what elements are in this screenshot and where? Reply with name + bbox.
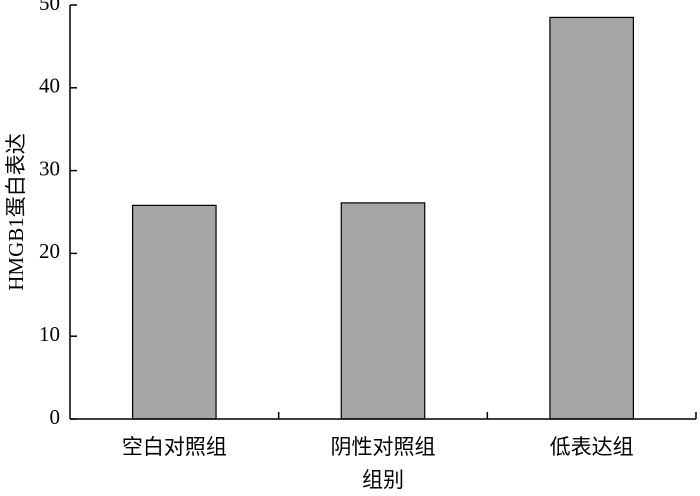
bar (132, 204, 217, 420)
y-tick-label: 10 (39, 322, 60, 346)
x-tick-label: 低表达组 (550, 435, 634, 459)
y-tick-label: 40 (39, 74, 60, 98)
x-axis-label: 组别 (362, 468, 404, 492)
bar (340, 202, 426, 420)
y-tick-label: 20 (39, 239, 60, 263)
y-tick-label: 30 (39, 156, 60, 180)
y-tick-label: 0 (50, 405, 61, 429)
y-tick-label: 50 (39, 0, 60, 15)
x-tick-label: 空白对照组 (122, 435, 227, 459)
x-tick-label: 阴性对照组 (331, 435, 436, 459)
y-axis-label: HMGB1蛋白表达 (4, 133, 28, 291)
bar (549, 16, 635, 420)
